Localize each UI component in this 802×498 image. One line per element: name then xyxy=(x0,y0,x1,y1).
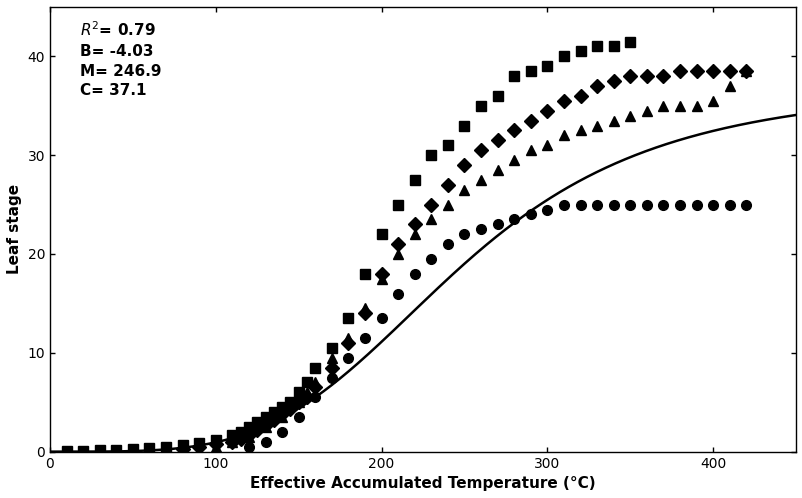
X-axis label: Effective Accumulated Temperature (°C): Effective Accumulated Temperature (°C) xyxy=(250,476,595,491)
Text: $R^2$= 0.79
B= -4.03
M= 246.9
C= 37.1: $R^2$= 0.79 B= -4.03 M= 246.9 C= 37.1 xyxy=(79,20,161,99)
Y-axis label: Leaf stage: Leaf stage xyxy=(7,184,22,274)
